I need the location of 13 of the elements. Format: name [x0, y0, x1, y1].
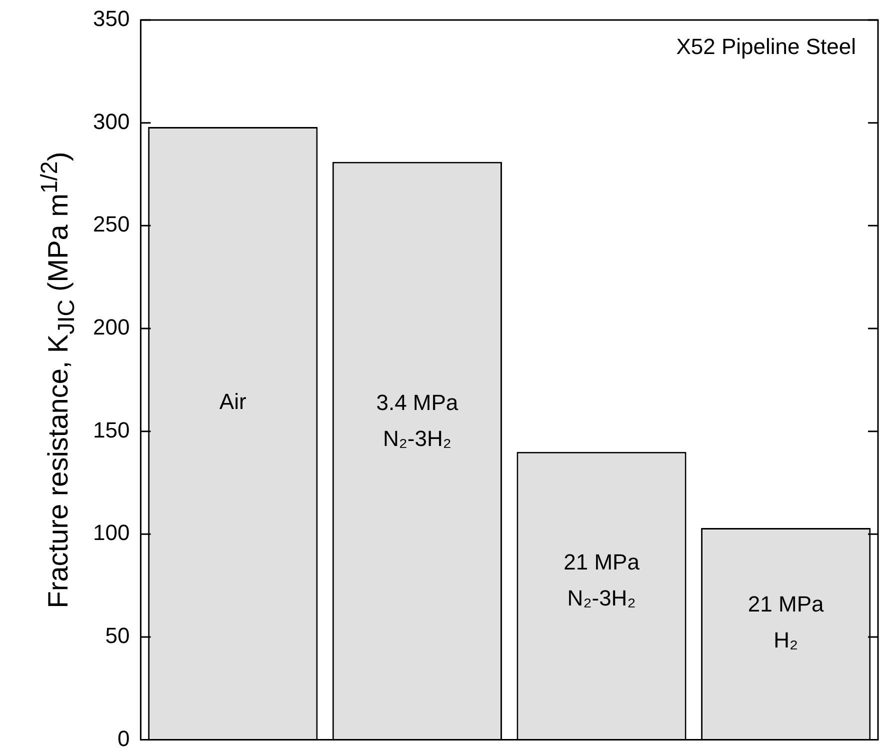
y-tick-label: 150 [92, 417, 130, 442]
x-tick-label: 3.4 MPa N₂-3H₂ [376, 390, 459, 452]
annotation: X52 Pipeline Steel [676, 34, 856, 60]
y-tick-label: 50 [105, 623, 130, 648]
y-tick-label: 100 [92, 520, 130, 546]
y-tick-label: 0 [117, 726, 130, 751]
y-tick-label: 300 [92, 108, 130, 134]
x-tick-label: 21 MPa H₂ [748, 591, 825, 652]
y-tick-label: 200 [92, 314, 130, 340]
x-tick-label: 21 MPa N₂-3H₂ [564, 550, 640, 611]
y-tick-label: 350 [92, 6, 130, 32]
x-tick-label: Air [219, 388, 246, 414]
y-tick-label: 250 [92, 212, 130, 237]
